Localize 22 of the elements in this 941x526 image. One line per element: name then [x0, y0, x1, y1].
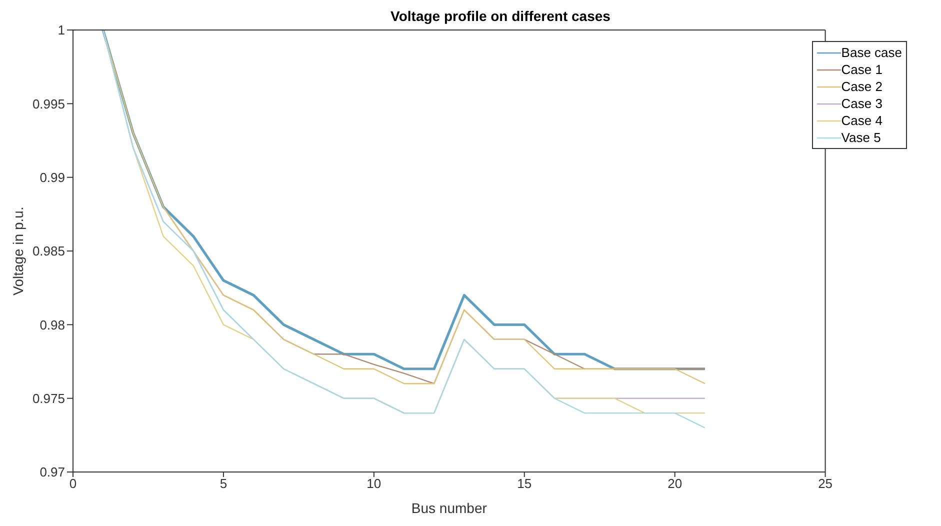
x-tick-label: 5 [220, 476, 228, 492]
y-axis-title: Voltage in p.u. [10, 206, 26, 296]
x-tick-label: 0 [69, 476, 77, 492]
legend-label: Case 2 [841, 78, 882, 95]
legend-label: Case 4 [841, 112, 882, 129]
x-axis-title: Bus number [411, 500, 488, 516]
x-tick-label: 20 [668, 476, 682, 492]
y-tick-label: 0.98 [40, 317, 65, 332]
y-tick-label: 0.975 [32, 390, 65, 406]
y-tick-label: 1 [58, 22, 65, 38]
chart-title: Voltage profile on different cases [390, 8, 610, 24]
y-tick-label: 0.99 [40, 170, 65, 185]
y-tick-label: 0.985 [32, 244, 65, 259]
legend-label: Vase 5 [841, 129, 881, 146]
x-tick-label: 15 [517, 476, 532, 492]
legend-label: Case 1 [841, 61, 882, 78]
y-tick-label: 0.97 [40, 464, 65, 480]
y-tick-label: 0.995 [32, 96, 65, 112]
legend-label: Case 3 [841, 95, 882, 112]
x-tick-label: 10 [366, 476, 382, 492]
x-tick-label: 25 [818, 476, 833, 492]
legend-label: Base case [841, 44, 902, 61]
